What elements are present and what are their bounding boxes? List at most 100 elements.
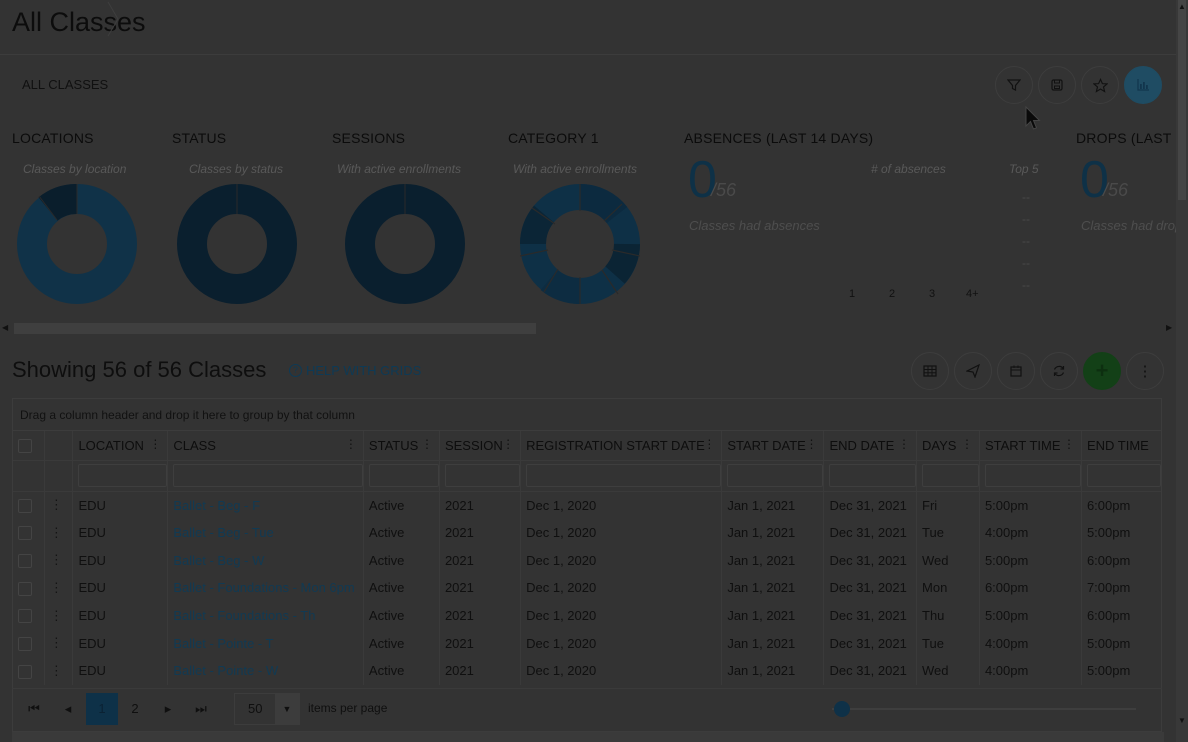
last-page-button[interactable]: ⏭	[185, 693, 217, 725]
row-checkbox[interactable]	[18, 581, 32, 596]
slider-handle[interactable]	[834, 701, 850, 717]
refresh-button[interactable]	[1040, 352, 1078, 390]
cell-class[interactable]: Ballet - Pointe - T	[167, 629, 364, 658]
row-menu-icon[interactable]: ⋮	[49, 552, 63, 568]
add-class-button[interactable]: +	[1083, 352, 1121, 390]
column-menu-icon[interactable]: ⋮	[898, 437, 911, 451]
table-row[interactable]: ⋮ EDU Ballet - Beg - W Active 2021 Dec 1, 202…	[13, 546, 1161, 575]
end-date-filter-input[interactable]	[829, 464, 917, 487]
column-menu-icon[interactable]: ⋮	[149, 437, 162, 451]
row-select-cell	[13, 629, 44, 657]
scroll-down-icon[interactable]: ▼	[1178, 716, 1186, 725]
locations-donut-chart[interactable]	[17, 184, 137, 304]
cell-class[interactable]: Ballet - Pointe - W	[167, 657, 364, 685]
cell-location: EDU	[72, 518, 168, 547]
row-checkbox[interactable]	[18, 609, 32, 624]
column-header-class[interactable]: CLASS ⋮	[167, 431, 364, 461]
row-menu-icon[interactable]: ⋮	[49, 524, 63, 540]
column-menu-icon[interactable]: ⋮	[805, 437, 818, 451]
start-time-filter-input[interactable]	[984, 464, 1081, 487]
column-menu-icon[interactable]: ⋮	[344, 437, 357, 451]
cell-status: Active	[362, 574, 440, 602]
next-page-button[interactable]: ▸	[152, 693, 184, 725]
days-filter-input[interactable]	[922, 464, 979, 487]
column-menu-icon[interactable]: ⋮	[502, 437, 515, 451]
column-header-registration-start-date[interactable]: REGISTRATION START DATE ⋮	[520, 431, 722, 461]
widgets-scroll-thumb[interactable]	[14, 323, 536, 334]
grid-horizontal-scrollbar[interactable]	[12, 732, 1164, 742]
select-all-checkbox[interactable]	[18, 439, 32, 454]
cell-class[interactable]: Ballet - Foundations - Th	[167, 601, 364, 630]
cell-class[interactable]: Ballet - Beg - F	[167, 491, 364, 519]
column-width-slider-track[interactable]	[832, 708, 1136, 710]
previous-page-button[interactable]: ◂	[52, 693, 84, 725]
registration-start-filter-input[interactable]	[526, 464, 722, 487]
table-row[interactable]: ⋮ EDU Ballet - Foundations - Th Active 2021 D…	[13, 601, 1161, 630]
cell-start-date: Jan 1, 2021	[721, 574, 824, 602]
column-header-end-time[interactable]: END TIME	[1080, 431, 1161, 461]
cell-class[interactable]: Ballet - Beg - Tue	[167, 518, 364, 547]
page-vertical-scrollbar[interactable]: ▲ ▼	[1176, 0, 1188, 742]
row-checkbox[interactable]	[18, 664, 32, 679]
table-row[interactable]: ⋮ EDU Ballet - Foundations - Mon 6pm Active…	[13, 574, 1161, 602]
column-header-session[interactable]: SESSION ⋮	[438, 431, 521, 461]
column-menu-icon[interactable]: ⋮	[960, 437, 973, 451]
status-donut-chart[interactable]	[177, 184, 297, 304]
filter-button[interactable]	[995, 66, 1033, 104]
scroll-right-icon[interactable]: ▶	[1166, 323, 1173, 332]
dashboard-toggle-button[interactable]	[1124, 66, 1162, 104]
location-filter-input[interactable]	[78, 464, 168, 487]
table-row[interactable]: ⋮ EDU Ballet - Beg - F Active 2021 Dec 1, 202…	[13, 491, 1161, 519]
page-scroll-thumb[interactable]	[1178, 0, 1186, 200]
table-row[interactable]: ⋮ EDU Ballet - Pointe - T Active 2021 Dec 1, …	[13, 629, 1161, 658]
row-checkbox[interactable]	[18, 554, 32, 568]
status-filter-input[interactable]	[368, 464, 439, 487]
dropdown-caret-icon[interactable]: ▼	[275, 694, 299, 724]
favorite-button[interactable]	[1081, 66, 1119, 104]
send-button[interactable]	[954, 352, 992, 390]
columns-button[interactable]	[911, 352, 949, 390]
widgets-horizontal-scrollbar[interactable]: ◀ ▶	[0, 321, 1176, 335]
row-menu-cell: ⋮	[43, 491, 73, 519]
cell-class[interactable]: Ballet - Foundations - Mon 6pm	[167, 574, 364, 602]
category-donut-chart[interactable]	[520, 184, 640, 304]
cell-class[interactable]: Ballet - Beg - W	[167, 546, 364, 575]
more-options-button[interactable]: ⋮	[1126, 352, 1164, 390]
column-header-end-date[interactable]: END DATE ⋮	[823, 431, 917, 461]
sessions-donut-chart[interactable]	[345, 184, 465, 304]
widget-absences: ABSENCES (LAST 14 DAYS) 0 /56 Classes ha…	[684, 120, 1054, 320]
row-checkbox[interactable]	[18, 526, 32, 541]
page-button-1[interactable]: 1	[86, 693, 118, 725]
column-header-start-time[interactable]: START TIME ⋮	[978, 431, 1082, 461]
save-view-button[interactable]	[1038, 66, 1076, 104]
calendar-button[interactable]	[997, 352, 1035, 390]
scroll-left-icon[interactable]: ◀	[2, 323, 9, 332]
column-header-status[interactable]: STATUS ⋮	[362, 431, 440, 461]
column-menu-icon[interactable]: ⋮	[703, 437, 716, 451]
scroll-up-icon[interactable]: ▲	[1178, 2, 1186, 11]
row-menu-icon[interactable]: ⋮	[49, 662, 63, 678]
breadcrumb-item-all-classes[interactable]: ALL CLASSES	[22, 77, 109, 92]
column-menu-icon[interactable]: ⋮	[420, 437, 433, 451]
page-size-select[interactable]: 50 ▼	[234, 693, 300, 725]
row-menu-icon[interactable]: ⋮	[49, 607, 63, 623]
column-menu-icon[interactable]: ⋮	[1062, 437, 1075, 451]
end-time-filter-input[interactable]	[1086, 464, 1161, 487]
column-header-location[interactable]: LOCATION ⋮	[72, 431, 168, 461]
row-menu-icon[interactable]: ⋮	[49, 635, 63, 651]
column-header-days[interactable]: DAYS ⋮	[916, 431, 980, 461]
column-header-start-date[interactable]: START DATE ⋮	[721, 431, 824, 461]
row-menu-icon[interactable]: ⋮	[49, 497, 63, 513]
row-checkbox[interactable]	[18, 498, 32, 513]
row-checkbox[interactable]	[18, 637, 32, 652]
start-date-filter-input[interactable]	[727, 464, 824, 487]
group-by-drop-zone[interactable]: Drag a column header and drop it here to…	[13, 399, 1161, 431]
help-with-grids-link[interactable]: ? HELP WITH GRIDS	[289, 363, 421, 378]
session-filter-input[interactable]	[444, 464, 521, 487]
table-row[interactable]: ⋮ EDU Ballet - Pointe - W Active 2021 Dec 1, …	[13, 657, 1161, 685]
class-filter-input[interactable]	[173, 464, 363, 487]
page-button-2[interactable]: 2	[131, 701, 139, 716]
first-page-button[interactable]: ⏮	[18, 693, 50, 725]
row-menu-icon[interactable]: ⋮	[49, 579, 63, 595]
table-row[interactable]: ⋮ EDU Ballet - Beg - Tue Active 2021 Dec 1, 2…	[13, 518, 1161, 547]
